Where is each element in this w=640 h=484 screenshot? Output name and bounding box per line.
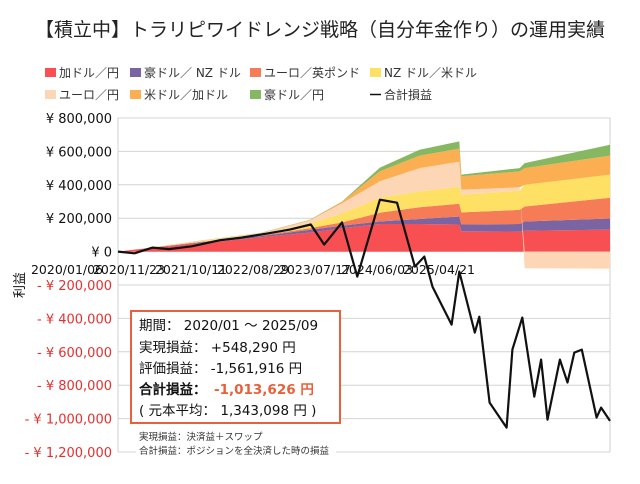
y-axis-label: 利益 xyxy=(13,272,28,298)
legend-swatch xyxy=(250,68,261,77)
legend-swatch xyxy=(370,68,381,77)
legend-swatch xyxy=(45,90,56,99)
summary-realized: 実現損益： +548,290 円 xyxy=(139,340,296,356)
total-line xyxy=(117,198,611,429)
summary-box: 期間： 2020/01 ～ 2025/09 実現損益： +548,290 円 評… xyxy=(130,310,341,424)
y-axis: ¥ 800,000 ¥ 600,000 ¥ 400,000 ¥ 200,000 ¥ 0 -… xyxy=(25,112,112,461)
summary-box-border xyxy=(130,310,341,424)
legend-item: ユーロ／英ポンド xyxy=(264,66,360,80)
note-total: 合計損益：ポジションを全決済した時の損益 xyxy=(139,445,330,457)
x-axis: 2020/01/062020/11/232021/10/112022/08/29… xyxy=(31,262,475,277)
legend-item: 米ドル／加ドル xyxy=(144,88,228,102)
summary-period: 期間： 2020/01 ～ 2025/09 xyxy=(139,318,318,334)
y-tick-label: ¥ 200,000 xyxy=(46,212,112,227)
y-tick-label: - ¥ 200,000 xyxy=(37,279,112,294)
y-tick-label: - ¥ 1,000,000 xyxy=(25,413,112,428)
legend-swatch xyxy=(250,90,261,99)
area-series-3 xyxy=(118,174,610,252)
chart-title: 【積立中】トラリピワイドレンジ戦略（自分年金作り）の運用実績 xyxy=(35,19,605,41)
x-tick-label: 2020/01/06 xyxy=(31,262,103,277)
legend-swatch xyxy=(130,90,141,99)
legend-item: 豪ドル／円 xyxy=(264,87,324,102)
total-profit-line xyxy=(117,198,611,429)
legend-item: 豪ドル／ NZ ドル xyxy=(144,65,241,80)
y-tick-label: ¥ 800,000 xyxy=(46,112,112,127)
area-series-0 xyxy=(118,224,610,252)
x-tick-label: 2022/08/29 xyxy=(217,262,289,277)
stacked-areas xyxy=(118,141,610,269)
legend-item: 合計損益 xyxy=(384,87,432,102)
legend-swatch xyxy=(130,68,141,77)
summary-total-label: 合計損益： xyxy=(139,381,207,398)
summary-unrealized: 評価損益： -1,561,916 円 xyxy=(139,361,302,377)
legend-swatch xyxy=(45,68,56,77)
x-tick-label: 2023/07/17 xyxy=(279,262,351,277)
x-tick-label: 2021/10/11 xyxy=(155,262,227,277)
y-tick-label: - ¥ 1,200,000 xyxy=(25,446,112,461)
y-tick-label: ¥ 400,000 xyxy=(46,179,112,194)
area-series-4 xyxy=(118,161,610,269)
y-tick-label: ¥ 0 xyxy=(91,246,112,261)
x-tick-label: 2025/04/21 xyxy=(403,262,475,277)
x-tick-label: 2024/06/03 xyxy=(341,262,413,277)
legend-item: ユーロ／円 xyxy=(59,88,119,102)
note-realized: 実現損益：決済益＋スワップ xyxy=(139,431,263,443)
summary-principal: ( 元本平均： 1,343,098 円 ) xyxy=(139,403,316,419)
x-tick-label: 2020/11/23 xyxy=(93,262,165,277)
y-tick-label: - ¥ 400,000 xyxy=(37,312,112,327)
area-series-1 xyxy=(118,216,610,252)
summary-total-value: -1,013,626 円 xyxy=(214,382,314,398)
y-tick-label: - ¥ 800,000 xyxy=(37,379,112,394)
y-tick-label: ¥ 600,000 xyxy=(46,145,112,160)
area-series-5 xyxy=(118,148,610,252)
legend-item: NZ ドル／米ドル xyxy=(384,66,477,80)
y-tick-label: - ¥ 600,000 xyxy=(37,346,112,361)
legend-item: 加ドル／円 xyxy=(59,66,119,80)
